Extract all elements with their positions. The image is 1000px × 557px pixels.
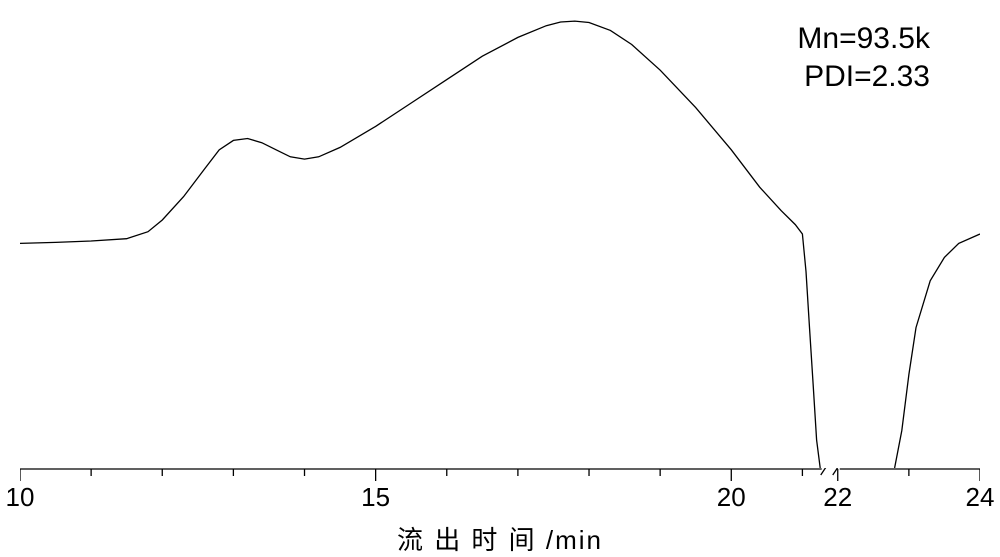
- tick-label-2: 20: [717, 482, 746, 513]
- tick-label-pb-0: 22: [823, 482, 852, 513]
- annotation-mn: Mn=93.5k: [797, 22, 930, 56]
- annotation-pdi: PDI=2.33: [804, 60, 930, 94]
- chart-root: { "chart": { "type": "line", "xlim": [10…: [0, 0, 1000, 553]
- tick-label-0: 10: [6, 482, 35, 513]
- x-axis-label: 流 出 时 间 /min: [0, 520, 1000, 557]
- tick-label-1: 15: [361, 482, 390, 513]
- tick-label-pb-1: 24: [966, 482, 995, 513]
